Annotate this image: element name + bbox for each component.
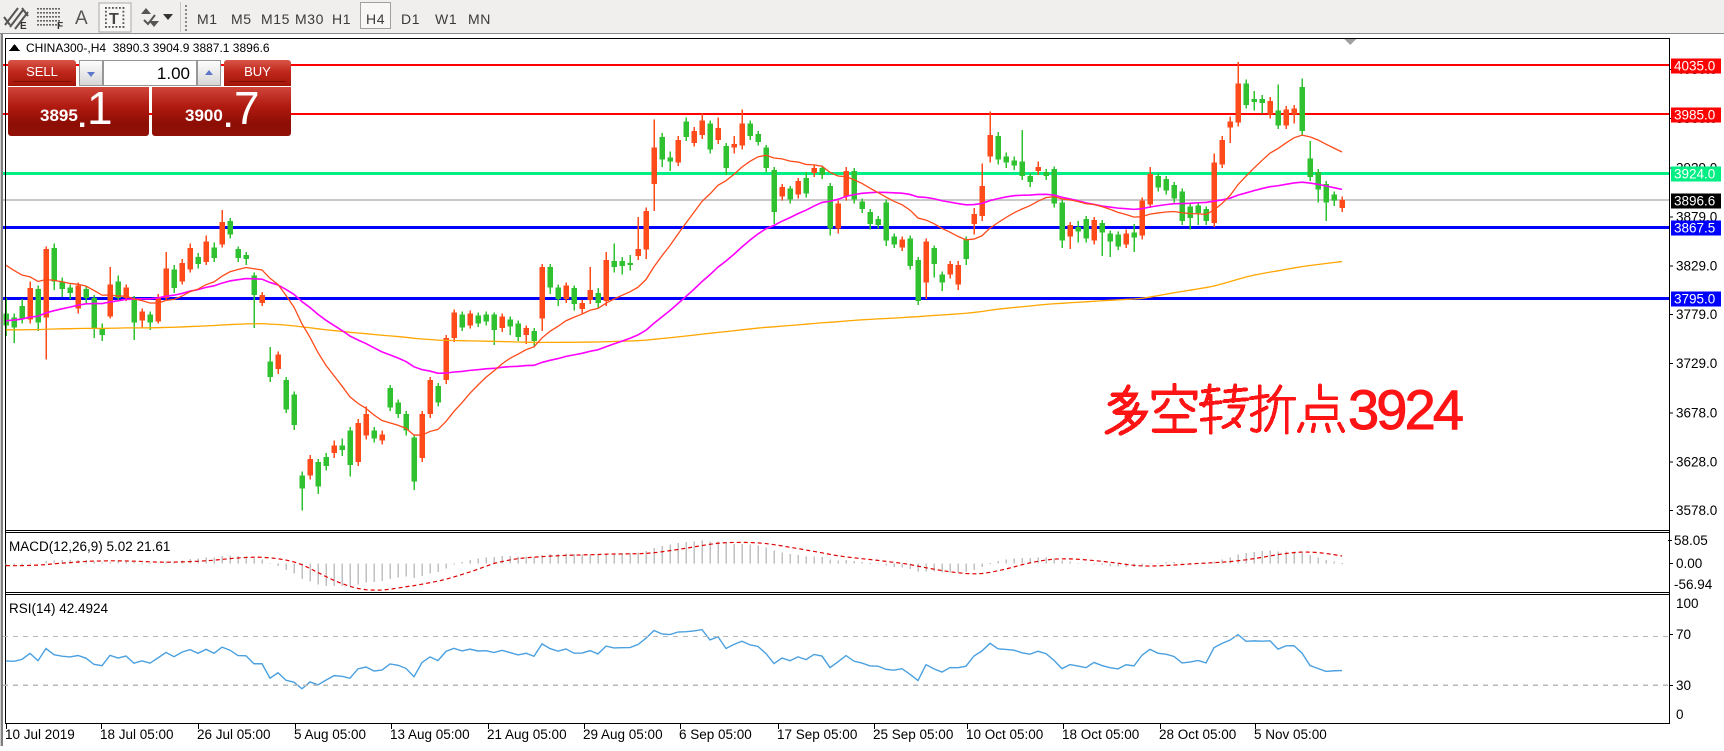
svg-text:10 Jul 2019: 10 Jul 2019 — [5, 727, 75, 742]
svg-text:25 Sep 05:00: 25 Sep 05:00 — [873, 727, 953, 742]
svg-text:58.05: 58.05 — [1674, 533, 1708, 548]
svg-text:3795.0: 3795.0 — [1674, 292, 1715, 307]
svg-text:RSI(14) 42.4924: RSI(14) 42.4924 — [9, 601, 109, 616]
svg-text:F: F — [57, 21, 63, 32]
svg-text:3578.0: 3578.0 — [1676, 503, 1717, 518]
svg-text:70: 70 — [1676, 627, 1691, 642]
svg-text:6 Sep 05:00: 6 Sep 05:00 — [679, 727, 752, 742]
svg-text:E: E — [20, 21, 27, 32]
svg-text:29 Aug 05:00: 29 Aug 05:00 — [583, 727, 663, 742]
svg-text:3628.0: 3628.0 — [1676, 454, 1717, 469]
svg-text:100: 100 — [1676, 596, 1699, 611]
svg-text:-56.94: -56.94 — [1674, 577, 1713, 592]
svg-text:3867.5: 3867.5 — [1674, 221, 1715, 236]
svg-text:3729.0: 3729.0 — [1676, 356, 1717, 371]
svg-text:28 Oct 05:00: 28 Oct 05:00 — [1159, 727, 1236, 742]
svg-text:3924: 3924 — [1348, 378, 1464, 441]
svg-text:13 Aug 05:00: 13 Aug 05:00 — [390, 727, 470, 742]
svg-text:26 Jul 05:00: 26 Jul 05:00 — [197, 727, 271, 742]
svg-text:21 Aug 05:00: 21 Aug 05:00 — [487, 727, 567, 742]
svg-text:3829.0: 3829.0 — [1676, 258, 1717, 273]
svg-text:CHINA300-,H4 3890.3 3904.9 38: CHINA300-,H4 3890.3 3904.9 3887.1 3896.6 — [26, 41, 270, 55]
svg-text:MACD(12,26,9) 5.02 21.61: MACD(12,26,9) 5.02 21.61 — [9, 539, 170, 554]
svg-text:3779.0: 3779.0 — [1676, 307, 1717, 322]
svg-text:4035.0: 4035.0 — [1674, 59, 1715, 74]
svg-text:5 Aug 05:00: 5 Aug 05:00 — [294, 727, 366, 742]
svg-text:18 Oct 05:00: 18 Oct 05:00 — [1062, 727, 1139, 742]
svg-text:0.00: 0.00 — [1676, 556, 1702, 571]
svg-text:A: A — [75, 8, 88, 29]
svg-text:30: 30 — [1676, 678, 1691, 693]
svg-text:10 Oct 05:00: 10 Oct 05:00 — [966, 727, 1043, 742]
svg-text:0: 0 — [1676, 707, 1684, 722]
svg-text:3924.0: 3924.0 — [1674, 167, 1715, 182]
svg-text:5 Nov 05:00: 5 Nov 05:00 — [1254, 727, 1327, 742]
svg-text:17 Sep 05:00: 17 Sep 05:00 — [777, 727, 857, 742]
svg-text:3985.0: 3985.0 — [1674, 108, 1715, 123]
svg-text:3896.6: 3896.6 — [1674, 194, 1715, 209]
svg-text:3678.0: 3678.0 — [1676, 406, 1717, 421]
svg-text:T: T — [109, 11, 119, 28]
svg-text:18 Jul 05:00: 18 Jul 05:00 — [100, 727, 174, 742]
